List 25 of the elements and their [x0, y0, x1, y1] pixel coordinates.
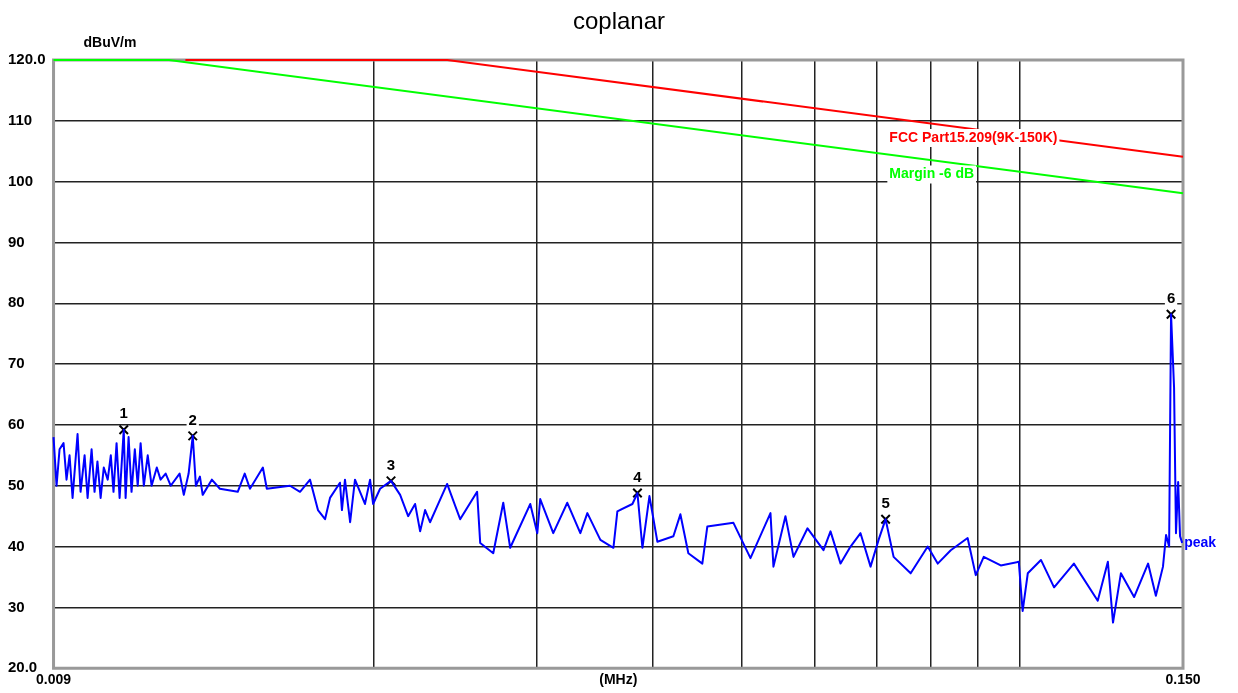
x-tick-label: 0.009: [36, 671, 72, 688]
y-tick-label: 110: [8, 110, 33, 128]
y-tick-label: 20.0: [8, 658, 38, 676]
y-tick-label: 40: [8, 536, 25, 554]
annotation: 5: [881, 493, 890, 511]
y-tick-label: 80: [8, 293, 25, 311]
annotation: 1: [119, 404, 128, 422]
annotation: 6: [1166, 288, 1176, 306]
y-tick-label: 120.0: [8, 50, 46, 68]
x-axis-title: (MHz): [599, 671, 638, 688]
series-label: FCC Part15.209(9K-150K): [889, 128, 1058, 145]
annotation: 4: [633, 467, 643, 485]
x-tick-label: 0.150: [1165, 671, 1201, 688]
y-tick-label: 60: [8, 415, 25, 433]
y-tick-label: 50: [8, 475, 25, 493]
annotation: 3: [386, 455, 396, 473]
y-axis-title: dBuV/m: [83, 33, 137, 50]
y-tick-label: 100: [8, 171, 34, 189]
y-tick-label: 70: [8, 354, 25, 372]
chart-title: coplanar: [572, 6, 666, 34]
y-tick-label: 30: [8, 597, 25, 615]
y-tick-label: 90: [8, 232, 25, 250]
series-label: Margin -6 dB: [889, 165, 975, 182]
series-label: peak: [1184, 533, 1217, 550]
annotation: 2: [188, 410, 197, 428]
